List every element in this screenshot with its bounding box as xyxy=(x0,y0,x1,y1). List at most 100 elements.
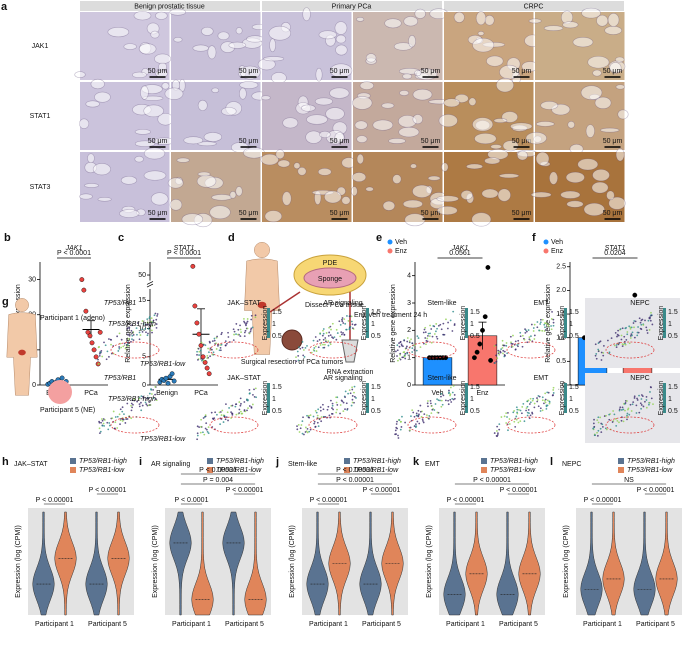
tissue-texture xyxy=(164,87,184,100)
cell-dot xyxy=(244,329,247,332)
colorbar-label: Expression xyxy=(460,381,467,416)
signature-title: TP53/RB1 xyxy=(104,300,136,307)
cell-dot xyxy=(353,385,356,388)
cell-dot xyxy=(397,437,400,439)
row-label: JAK1 xyxy=(32,43,49,50)
data-point xyxy=(471,355,477,361)
cell-dot xyxy=(110,343,112,346)
cell-dot xyxy=(220,333,223,336)
cell-dot xyxy=(413,425,416,427)
cell-dot xyxy=(413,415,416,418)
cell-dot xyxy=(331,336,333,339)
p-value: 0.0204 xyxy=(604,250,626,257)
chart-title: JAK1 xyxy=(65,245,83,252)
cell-dot xyxy=(616,419,619,422)
colorbar-tick: 0.5 xyxy=(371,333,381,340)
cell-dot xyxy=(198,426,201,429)
cell-dot xyxy=(544,398,547,401)
cell-dot xyxy=(618,409,621,412)
colorbar-tick: 1 xyxy=(272,396,276,403)
tissue-texture xyxy=(123,43,137,50)
cell-dot xyxy=(232,339,235,342)
tissue-texture xyxy=(600,127,620,133)
colorbar-tick: 1.5 xyxy=(569,309,579,316)
cell-dot xyxy=(304,426,307,429)
cell-dot xyxy=(428,414,431,417)
cell-dot xyxy=(340,331,343,334)
y-tick-label: 50 xyxy=(138,272,146,279)
group-label: TP53/RB1-high xyxy=(108,321,156,328)
cell-dot xyxy=(205,422,208,425)
legend-swatch xyxy=(543,248,549,254)
cell-dot xyxy=(198,350,201,353)
cell-dot xyxy=(521,406,524,408)
data-point xyxy=(83,308,89,314)
cell-dot xyxy=(634,320,637,323)
panel-letter: a xyxy=(1,1,8,13)
tissue-texture xyxy=(403,16,419,27)
cell-dot xyxy=(345,328,348,331)
cell-dot xyxy=(629,327,632,330)
cell-dot xyxy=(128,326,131,329)
cell-dot xyxy=(406,340,409,343)
cell-dot xyxy=(405,347,408,350)
violin xyxy=(306,511,329,616)
cell-dot xyxy=(422,420,424,422)
cell-dot xyxy=(429,399,432,402)
colorbar xyxy=(564,383,567,413)
cell-dot xyxy=(635,412,638,414)
cell-dot xyxy=(206,357,209,360)
y-axis-label: Expression (log (CPM)) xyxy=(152,525,159,598)
cell-dot xyxy=(533,338,536,340)
legend-swatch xyxy=(543,239,549,245)
cell-dot xyxy=(525,409,527,412)
cell-dot xyxy=(624,343,627,346)
cell-dot xyxy=(495,344,498,346)
cell-dot xyxy=(224,340,227,343)
cell-dot xyxy=(151,331,153,334)
x-tick-label: Participant 5 xyxy=(362,621,401,628)
cell-dot xyxy=(316,340,319,343)
cell-dot xyxy=(118,347,121,350)
data-point xyxy=(488,357,493,363)
cell-dot xyxy=(628,413,631,416)
cell-dot xyxy=(519,420,522,423)
cell-dot xyxy=(404,421,407,424)
tissue-texture xyxy=(246,35,265,43)
cell-dot xyxy=(435,335,438,338)
tissue-texture xyxy=(318,30,337,40)
cell-dot xyxy=(403,355,406,358)
cell-dot xyxy=(398,345,401,348)
colorbar-tick: 1.5 xyxy=(470,309,480,316)
cell-dot xyxy=(410,338,412,341)
cell-dot xyxy=(238,412,241,414)
violin-title: AR signaling xyxy=(151,461,190,468)
cell-dot xyxy=(435,330,437,333)
tissue-texture xyxy=(562,21,579,29)
cell-dot xyxy=(546,323,549,326)
cell-dot xyxy=(605,428,608,431)
cell-dot xyxy=(498,428,501,431)
tissue-texture xyxy=(587,55,610,69)
cell-dot xyxy=(197,358,199,361)
cell-dot xyxy=(509,335,512,338)
cell-dot xyxy=(607,339,609,342)
colorbar-label: Expression xyxy=(262,306,269,341)
cell-dot xyxy=(100,350,103,352)
legend-swatch xyxy=(481,458,487,464)
cell-dot xyxy=(595,353,598,355)
cell-dot xyxy=(150,393,153,395)
data-point xyxy=(192,303,198,309)
cell-dot xyxy=(541,396,544,399)
cell-dot xyxy=(599,416,602,419)
tissue-texture xyxy=(120,175,137,185)
x-tick-label: PCa xyxy=(84,390,98,397)
cell-dot xyxy=(322,338,325,341)
cell-dot xyxy=(444,399,447,402)
cell-dot xyxy=(349,325,352,328)
cell-dot xyxy=(512,411,515,414)
legend-swatch xyxy=(70,467,76,473)
cell-dot xyxy=(419,404,422,407)
cell-dot xyxy=(526,414,529,417)
y-tick-label: 1 xyxy=(407,355,411,362)
